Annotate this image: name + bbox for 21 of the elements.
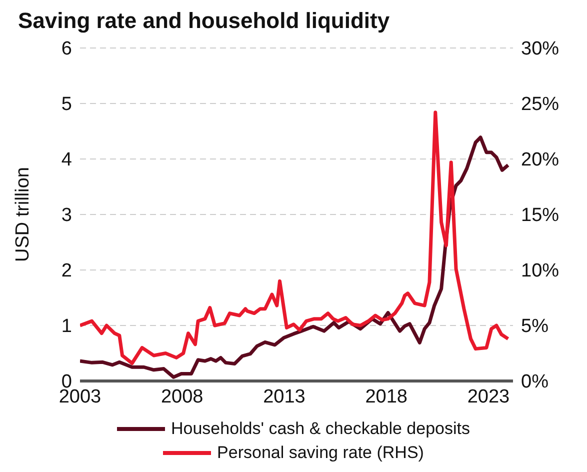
y2-tick-label: 0%: [521, 372, 549, 393]
y2-tick-label: 10%: [521, 260, 560, 282]
y2-tick-label: 30%: [521, 38, 560, 60]
y2-tick-label: 25%: [521, 94, 560, 116]
y-tick-label: 1: [61, 316, 72, 338]
y2-tick-label: 20%: [521, 150, 560, 171]
y-tick-label: 3: [61, 205, 72, 226]
x-tick-label: 2018: [365, 386, 408, 408]
legend-label: Households' cash & checkable deposits: [170, 419, 470, 439]
x-tick-label: 2023: [467, 386, 510, 408]
x-tick-label: 2013: [263, 386, 306, 408]
y-tick-label: 4: [61, 150, 72, 171]
y-tick-label: 6: [61, 38, 72, 60]
y-axis-title: USD trillion: [12, 166, 34, 262]
y-tick-label: 5: [61, 94, 72, 116]
x-tick-label: 2008: [160, 386, 204, 408]
y-tick-label: 2: [61, 260, 72, 282]
y2-tick-label: 5%: [521, 316, 549, 338]
y2-tick-label: 15%: [521, 205, 560, 226]
legend-label: Personal saving rate (RHS): [217, 443, 424, 463]
chart-title: Saving rate and household liquidity: [17, 8, 391, 35]
